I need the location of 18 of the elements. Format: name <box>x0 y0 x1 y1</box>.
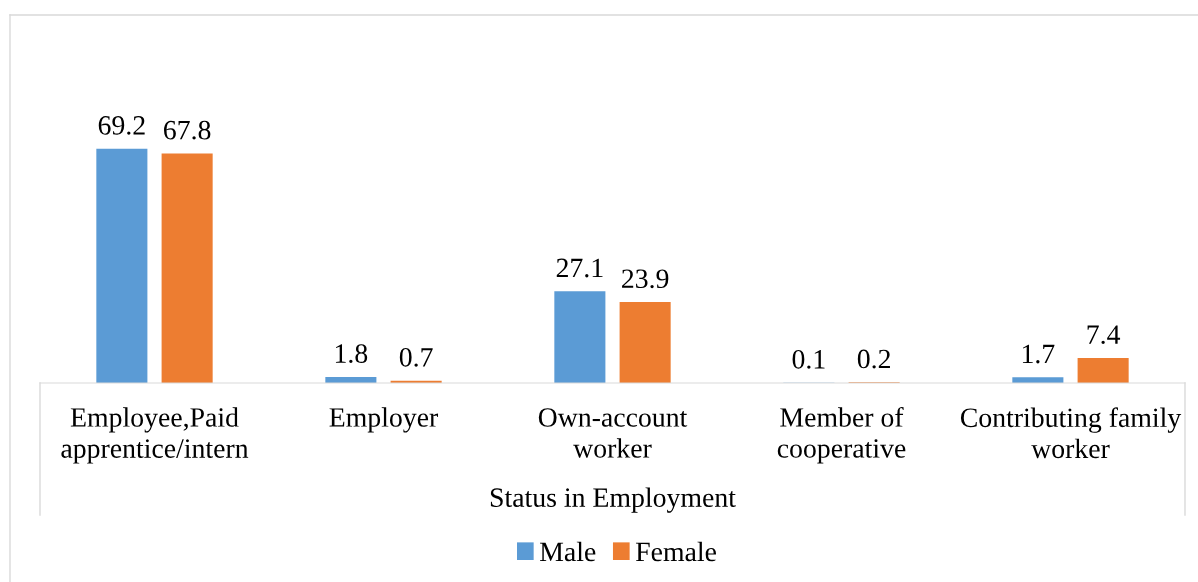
data-label: 23.9 <box>622 269 669 289</box>
data-label: 69.2 <box>98 116 145 135</box>
data-label: 0.1 <box>792 349 825 369</box>
data-label: 1.7 <box>1022 344 1055 364</box>
legend-label: Female <box>635 541 716 562</box>
x-tick-label: Contributing family worker <box>960 407 1182 459</box>
x-tick-label: Member of cooperative <box>777 407 906 464</box>
x-tick-label: Employer <box>329 407 439 433</box>
x-tick-label: Employee,Paid apprentice/intern <box>61 407 249 464</box>
x-tick-label: Own-account worker <box>538 408 688 458</box>
data-label: 27.1 <box>556 258 603 278</box>
data-label: 7.4 <box>1087 325 1121 345</box>
x-axis-title: Status in Employment <box>490 487 736 513</box>
data-label: 0.2 <box>857 349 890 369</box>
legend-label: Male <box>540 541 596 562</box>
data-label: 67.8 <box>164 120 211 140</box>
data-label: 0.7 <box>399 347 433 367</box>
data-label: 1.8 <box>335 344 368 364</box>
